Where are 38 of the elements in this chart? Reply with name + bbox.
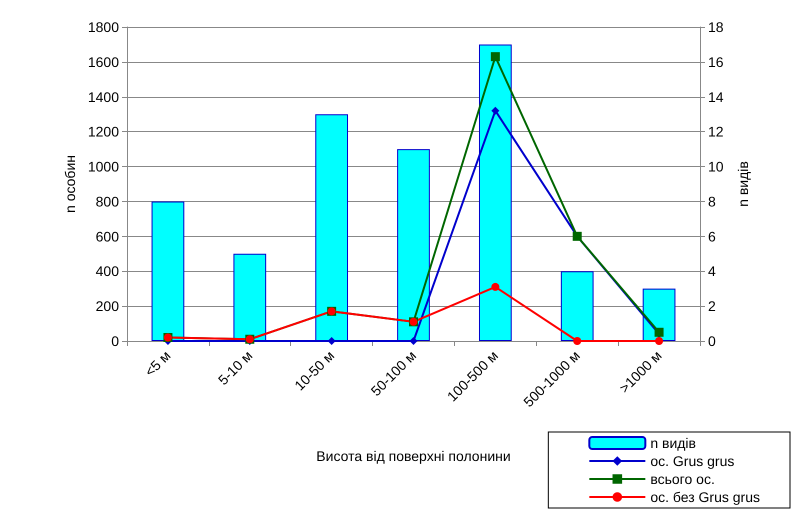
- point: [491, 282, 500, 291]
- y-axis-title: n особин: [62, 155, 78, 213]
- point: [328, 337, 336, 345]
- y-tick-label: 400: [96, 263, 120, 280]
- y2-tick-label: 8: [708, 193, 716, 210]
- legend-label: ос. без Grus grus: [650, 489, 760, 505]
- legend-label: ос. Grus grus: [650, 453, 734, 469]
- y-tick-label: 600: [96, 228, 120, 244]
- y2-tick-label: 18: [708, 19, 724, 35]
- x-tick-label: 5-10 м: [214, 347, 256, 388]
- legend-label: n видів: [650, 435, 696, 451]
- y2-axis-title: n видів: [735, 161, 751, 207]
- y2-tick-label: 2: [708, 298, 716, 314]
- y-tick-label: 1000: [88, 158, 120, 175]
- y-tick-label: 200: [96, 298, 120, 314]
- y2-tick-label: 16: [708, 54, 724, 70]
- y-tick-label: 800: [96, 193, 120, 210]
- point: [654, 328, 664, 337]
- x-tick-label: <5 м: [141, 347, 174, 380]
- y-tick-label: 0: [111, 333, 120, 349]
- y2-tick-label: 14: [708, 88, 724, 105]
- x-axis-title: Висота від поверхні полонини: [316, 448, 511, 464]
- point: [573, 337, 582, 345]
- point: [491, 106, 500, 115]
- y-tick-label: 1200: [88, 124, 120, 140]
- legend-label: всього ос.: [650, 471, 715, 487]
- y2-tick-label: 0: [708, 333, 716, 349]
- y2-tick-label: 6: [708, 228, 716, 244]
- y-tick-label: 1400: [88, 88, 120, 105]
- y2-tick-label: 4: [708, 263, 716, 280]
- y-tick-label: 1800: [88, 19, 120, 35]
- point: [490, 52, 500, 62]
- point: [655, 337, 664, 345]
- y2-tick-label: 12: [708, 124, 724, 140]
- y-tick-label: 1600: [88, 54, 120, 70]
- point: [410, 337, 418, 345]
- bar: [560, 271, 594, 341]
- y2-tick-label: 10: [708, 158, 724, 175]
